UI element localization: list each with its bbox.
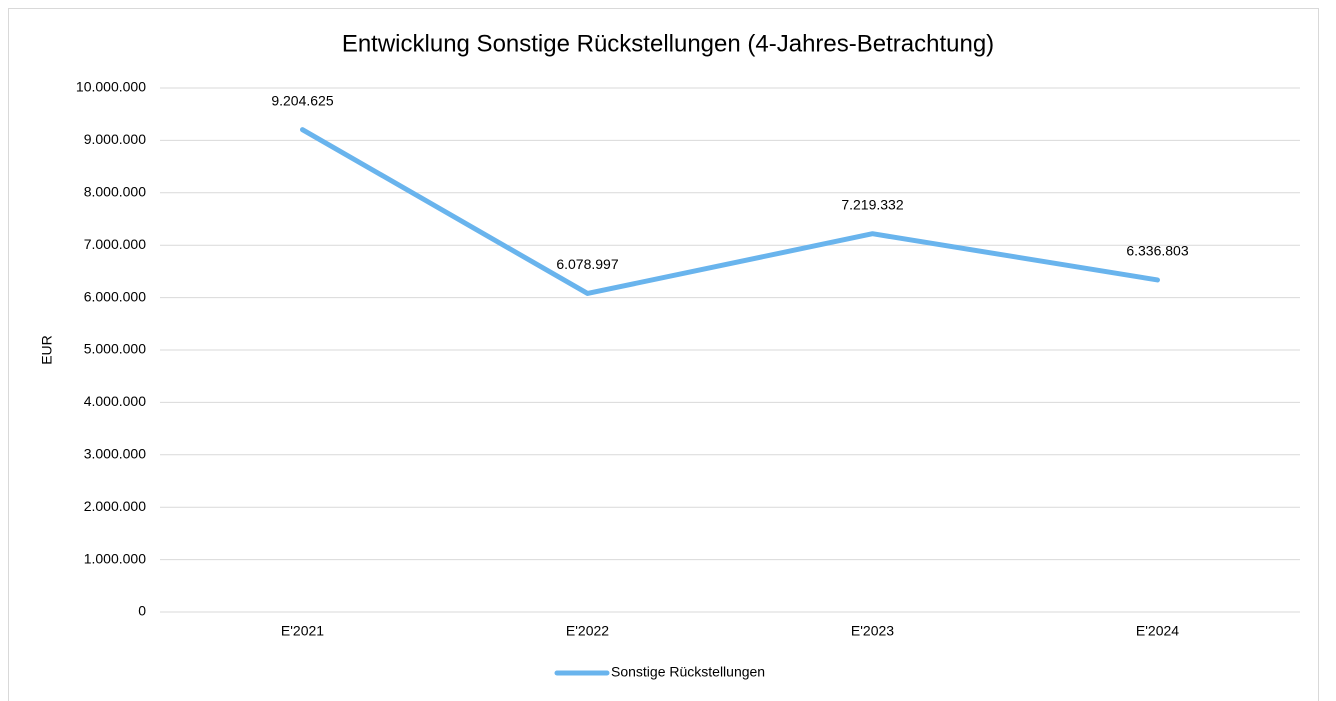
data-label: 7.219.332 (841, 196, 903, 212)
data-label: 6.078.997 (556, 256, 618, 272)
y-tick-label: 5.000.000 (84, 341, 146, 357)
y-tick-label: 2.000.000 (84, 498, 146, 514)
y-axis-title: EUR (39, 335, 55, 365)
data-label: 9.204.625 (271, 92, 333, 108)
y-tick-label: 9.000.000 (84, 131, 146, 147)
y-tick-label: 3.000.000 (84, 446, 146, 462)
x-tick-label: E'2022 (566, 623, 609, 639)
chart-frame (8, 8, 1319, 701)
x-tick-label: E'2024 (1136, 623, 1179, 639)
y-tick-label: 6.000.000 (84, 288, 146, 304)
x-tick-label: E'2021 (281, 623, 324, 639)
x-tick-label: E'2023 (851, 623, 894, 639)
data-line (300, 127, 1160, 296)
y-tick-label: 4.000.000 (84, 393, 146, 409)
y-tick-label: 0 (138, 603, 146, 619)
y-tick-label: 10.000.000 (76, 79, 146, 95)
y-tick-label: 8.000.000 (84, 184, 146, 200)
legend-label: Sonstige Rückstellungen (611, 664, 765, 680)
y-tick-label: 1.000.000 (84, 550, 146, 566)
y-tick-label: 7.000.000 (84, 236, 146, 252)
chart-title: Entwicklung Sonstige Rückstellungen (4-J… (342, 30, 994, 57)
data-label: 6.336.803 (1126, 243, 1188, 259)
